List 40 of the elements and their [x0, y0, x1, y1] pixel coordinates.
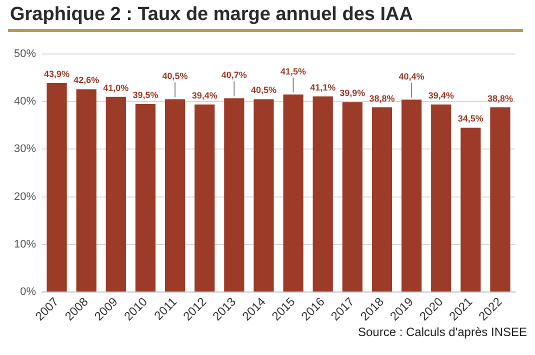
data-label: 40,5%: [162, 71, 188, 82]
data-label: 38,8%: [487, 93, 513, 104]
bar: [312, 96, 333, 292]
bar: [372, 107, 392, 292]
y-tick-label: 0%: [20, 286, 36, 298]
bar: [254, 99, 274, 292]
bar: [224, 98, 244, 292]
data-label: 43,9%: [44, 69, 70, 80]
data-label: 41,1%: [310, 82, 336, 92]
data-label: 34,5%: [458, 114, 484, 124]
y-tick-label: 30%: [14, 143, 36, 156]
bar: [283, 94, 304, 292]
bar: [490, 107, 510, 292]
bar: [164, 99, 186, 292]
bar: [135, 104, 156, 292]
bar: [460, 128, 481, 292]
bar: [194, 104, 215, 292]
data-label: 40,7%: [221, 70, 247, 80]
y-tick-label: 10%: [14, 238, 36, 250]
data-label: 40,4%: [398, 72, 424, 82]
bar: [46, 83, 67, 292]
bar: [106, 96, 126, 292]
data-label: 39,4%: [428, 90, 454, 100]
chart-title: Graphique 2 : Taux de marge annuel des IAA: [9, 4, 414, 27]
y-tick-label: 20%: [14, 190, 36, 203]
data-label: 39,4%: [192, 90, 218, 100]
data-label: 38,8%: [369, 93, 395, 104]
bar: [401, 100, 422, 292]
data-label: 41,5%: [280, 66, 306, 76]
data-label: 42,6%: [74, 75, 100, 86]
data-label: 41,0%: [103, 82, 129, 93]
source-note: Source : Calculs d'après INSEE: [356, 325, 527, 339]
y-tick-label: 40%: [14, 96, 36, 108]
data-label: 39,9%: [340, 88, 366, 98]
bar: [342, 102, 362, 292]
data-label: 39,5%: [132, 90, 158, 100]
bar: [76, 89, 96, 292]
data-label: 40,5%: [250, 85, 276, 96]
y-tick-label: 50%: [14, 48, 36, 60]
bar: [431, 104, 452, 292]
